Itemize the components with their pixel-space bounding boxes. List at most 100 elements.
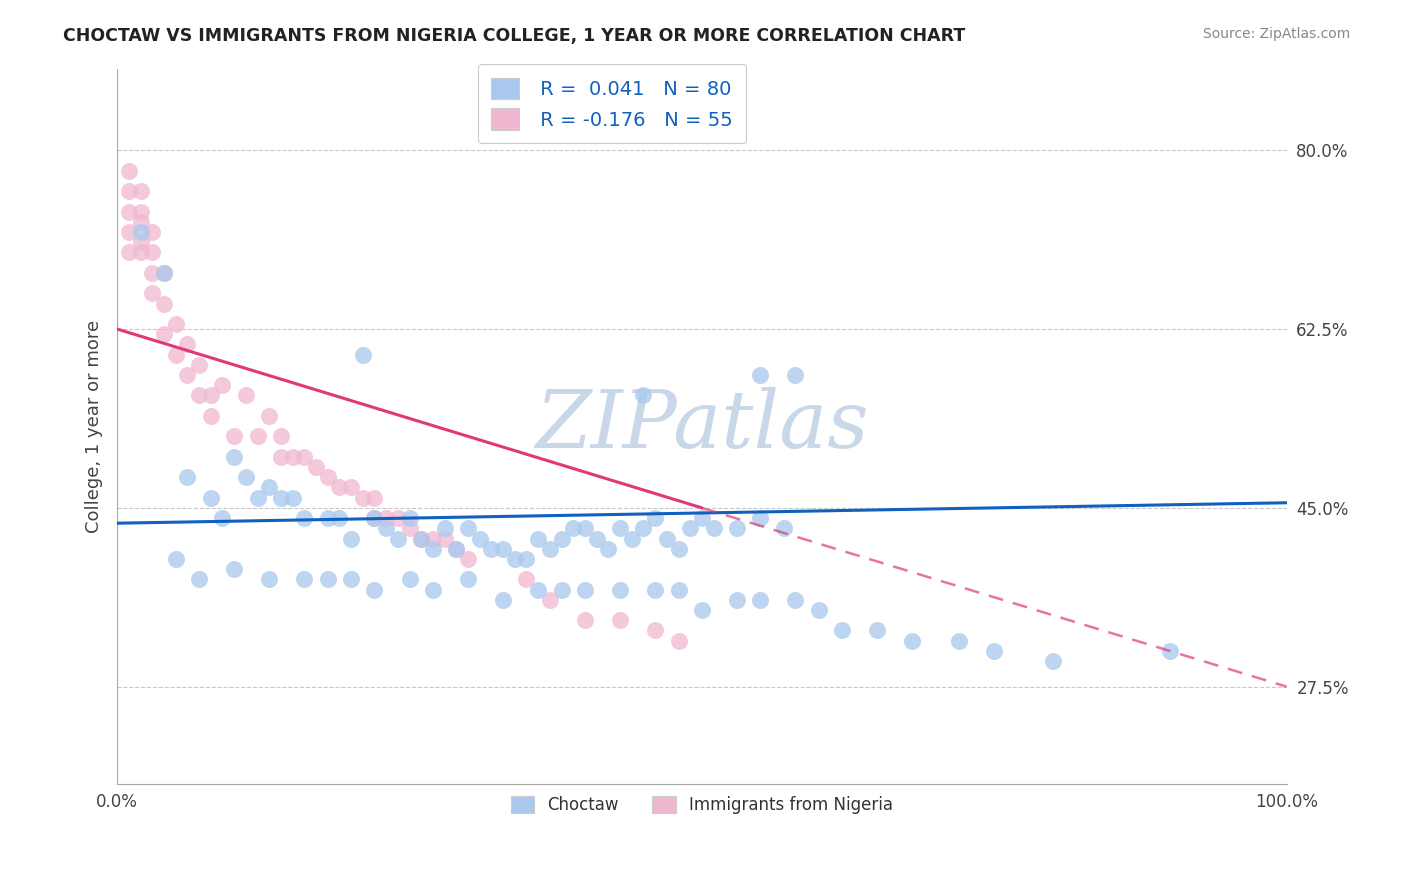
Point bbox=[749, 368, 772, 382]
Point bbox=[398, 511, 420, 525]
Point bbox=[562, 521, 585, 535]
Point bbox=[725, 521, 748, 535]
Point bbox=[468, 532, 491, 546]
Point bbox=[503, 552, 526, 566]
Point bbox=[153, 266, 176, 280]
Point bbox=[422, 532, 444, 546]
Point bbox=[292, 511, 315, 525]
Point bbox=[340, 480, 363, 494]
Point bbox=[188, 358, 211, 372]
Point bbox=[141, 286, 163, 301]
Point bbox=[270, 491, 292, 505]
Point bbox=[153, 266, 176, 280]
Point bbox=[866, 624, 889, 638]
Point bbox=[948, 633, 970, 648]
Point bbox=[703, 521, 725, 535]
Point bbox=[188, 573, 211, 587]
Point bbox=[492, 541, 515, 556]
Point bbox=[118, 225, 141, 239]
Point bbox=[200, 409, 222, 423]
Point bbox=[690, 603, 713, 617]
Point bbox=[574, 582, 596, 597]
Point bbox=[387, 532, 409, 546]
Point bbox=[165, 552, 187, 566]
Point bbox=[328, 511, 350, 525]
Point bbox=[118, 184, 141, 198]
Point bbox=[398, 521, 420, 535]
Point bbox=[785, 592, 807, 607]
Point bbox=[609, 582, 631, 597]
Point bbox=[129, 245, 152, 260]
Point bbox=[785, 368, 807, 382]
Point bbox=[644, 511, 666, 525]
Point bbox=[118, 245, 141, 260]
Point bbox=[176, 337, 198, 351]
Point bbox=[481, 541, 503, 556]
Point bbox=[633, 521, 655, 535]
Point bbox=[363, 511, 385, 525]
Point bbox=[411, 532, 433, 546]
Point bbox=[574, 613, 596, 627]
Point bbox=[200, 491, 222, 505]
Point bbox=[1159, 644, 1181, 658]
Point bbox=[598, 541, 620, 556]
Point bbox=[165, 348, 187, 362]
Point bbox=[292, 573, 315, 587]
Point bbox=[316, 573, 339, 587]
Y-axis label: College, 1 year or more: College, 1 year or more bbox=[86, 319, 103, 533]
Point bbox=[316, 470, 339, 484]
Point bbox=[363, 511, 385, 525]
Point bbox=[211, 511, 233, 525]
Text: CHOCTAW VS IMMIGRANTS FROM NIGERIA COLLEGE, 1 YEAR OR MORE CORRELATION CHART: CHOCTAW VS IMMIGRANTS FROM NIGERIA COLLE… bbox=[63, 27, 966, 45]
Point bbox=[446, 541, 468, 556]
Point bbox=[176, 368, 198, 382]
Point bbox=[375, 511, 398, 525]
Point bbox=[118, 204, 141, 219]
Point bbox=[422, 541, 444, 556]
Point bbox=[352, 348, 374, 362]
Point bbox=[433, 521, 456, 535]
Point bbox=[235, 388, 257, 402]
Point bbox=[129, 225, 152, 239]
Point bbox=[281, 491, 304, 505]
Legend: Choctaw, Immigrants from Nigeria: Choctaw, Immigrants from Nigeria bbox=[499, 784, 904, 825]
Point bbox=[270, 450, 292, 464]
Point bbox=[257, 573, 280, 587]
Point bbox=[749, 592, 772, 607]
Point bbox=[527, 532, 550, 546]
Point bbox=[363, 491, 385, 505]
Point bbox=[457, 573, 479, 587]
Point bbox=[550, 532, 572, 546]
Point bbox=[176, 470, 198, 484]
Point bbox=[1042, 654, 1064, 668]
Point bbox=[352, 491, 374, 505]
Point bbox=[422, 582, 444, 597]
Point bbox=[328, 480, 350, 494]
Point bbox=[668, 633, 690, 648]
Point bbox=[983, 644, 1005, 658]
Point bbox=[165, 317, 187, 331]
Point bbox=[807, 603, 830, 617]
Point bbox=[224, 562, 246, 576]
Point bbox=[574, 521, 596, 535]
Point bbox=[655, 532, 678, 546]
Point bbox=[515, 552, 537, 566]
Point bbox=[316, 511, 339, 525]
Point bbox=[633, 388, 655, 402]
Point bbox=[831, 624, 853, 638]
Point bbox=[375, 521, 398, 535]
Point bbox=[457, 552, 479, 566]
Text: Source: ZipAtlas.com: Source: ZipAtlas.com bbox=[1202, 27, 1350, 41]
Text: ZIPatlas: ZIPatlas bbox=[536, 387, 869, 465]
Point bbox=[141, 225, 163, 239]
Point bbox=[772, 521, 794, 535]
Point bbox=[305, 460, 328, 475]
Point bbox=[224, 429, 246, 443]
Point bbox=[492, 592, 515, 607]
Point bbox=[538, 592, 561, 607]
Point bbox=[188, 388, 211, 402]
Point bbox=[433, 532, 456, 546]
Point bbox=[585, 532, 607, 546]
Point bbox=[644, 582, 666, 597]
Point bbox=[411, 532, 433, 546]
